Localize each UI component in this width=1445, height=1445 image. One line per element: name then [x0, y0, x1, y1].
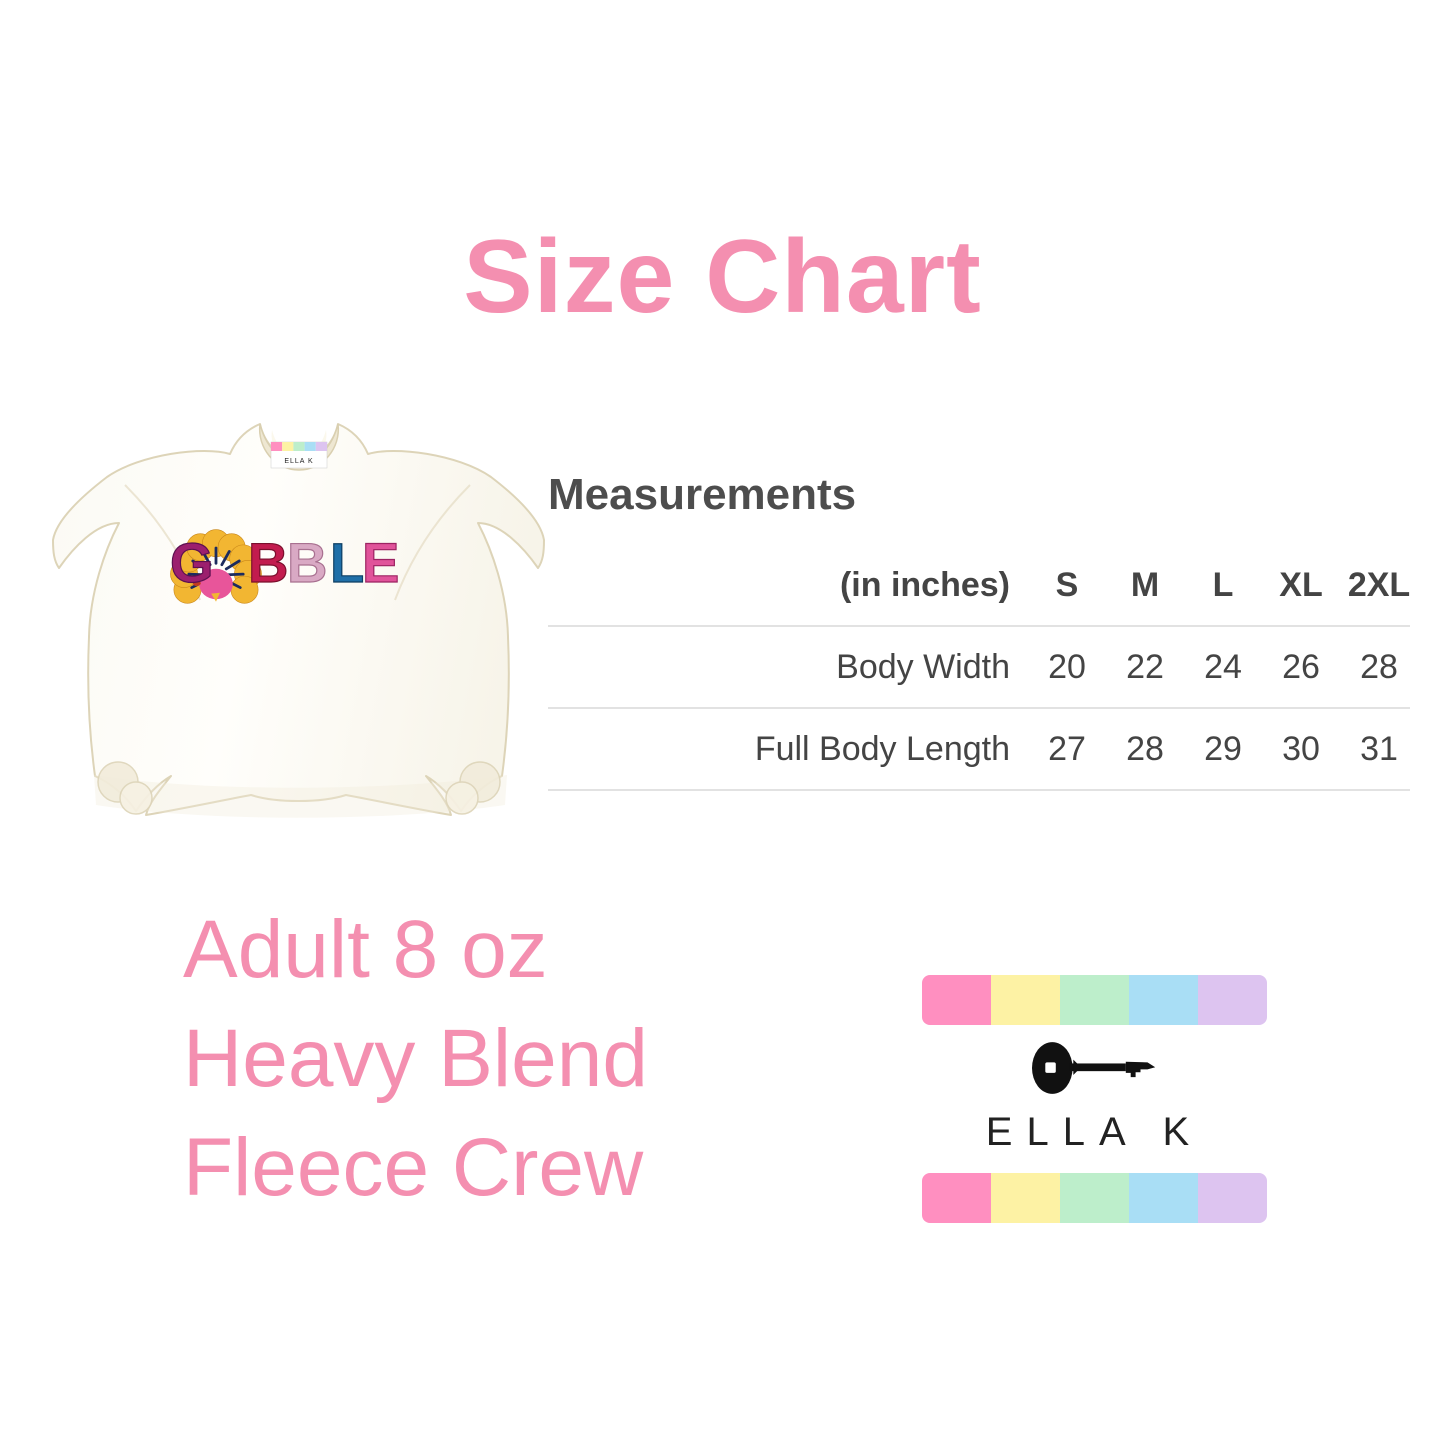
- svg-text:ELLA K: ELLA K: [284, 458, 313, 465]
- svg-text:G: G: [170, 531, 214, 594]
- svg-text:B: B: [248, 531, 288, 594]
- svg-text:B: B: [287, 531, 327, 594]
- svg-text:L: L: [330, 531, 364, 594]
- svg-text:E: E: [362, 531, 399, 594]
